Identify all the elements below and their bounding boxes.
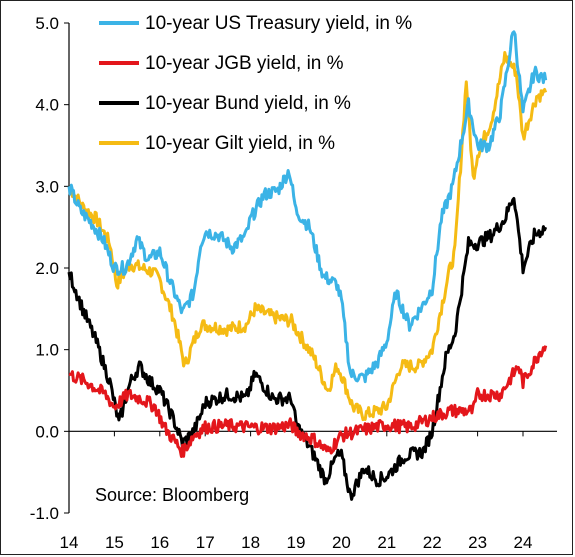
source-note: Source: Bloomberg	[95, 485, 249, 505]
legend: 10-year US Treasury yield, in % 10-year J…	[99, 13, 412, 154]
legend-label-1: 10-year JGB yield, in %	[145, 53, 344, 74]
y-tick-label: 4.0	[35, 96, 59, 115]
series-line-0	[67, 30, 548, 384]
series-lines	[67, 30, 548, 501]
x-tick-label: 16	[150, 533, 169, 552]
series-line-1	[68, 345, 548, 458]
y-tick-label: -1.0	[30, 504, 59, 523]
y-tick-label: 3.0	[35, 177, 59, 196]
y-tick-label: 5.0	[35, 14, 59, 33]
x-tick-label: 19	[287, 533, 306, 552]
x-tick-label: 20	[332, 533, 351, 552]
y-tick-label: 0.0	[35, 422, 59, 441]
axes: -1.0 0.0 1.0 2.0 3.0 4.0 5.0 14 15 16 17 18 19 20 21 22…	[30, 14, 557, 552]
x-tick-label: 22	[423, 533, 442, 552]
legend-label-3: 10-year Gilt yield, in %	[145, 133, 335, 154]
x-tick-label: 15	[105, 533, 124, 552]
x-tick-label: 17	[196, 533, 215, 552]
x-tick-label: 14	[60, 533, 79, 552]
series-line-3	[67, 51, 548, 422]
y-tick-label: 2.0	[35, 259, 59, 278]
legend-label-0: 10-year US Treasury yield, in %	[145, 13, 412, 34]
series-line-2	[67, 197, 548, 501]
x-tick-label: 18	[241, 533, 260, 552]
y-tick-label: 1.0	[35, 341, 59, 360]
x-tick-label: 21	[377, 533, 396, 552]
x-tick-label: 23	[468, 533, 487, 552]
x-tick-label: 24	[514, 533, 533, 552]
legend-label-2: 10-year Bund yield, in %	[145, 93, 351, 114]
